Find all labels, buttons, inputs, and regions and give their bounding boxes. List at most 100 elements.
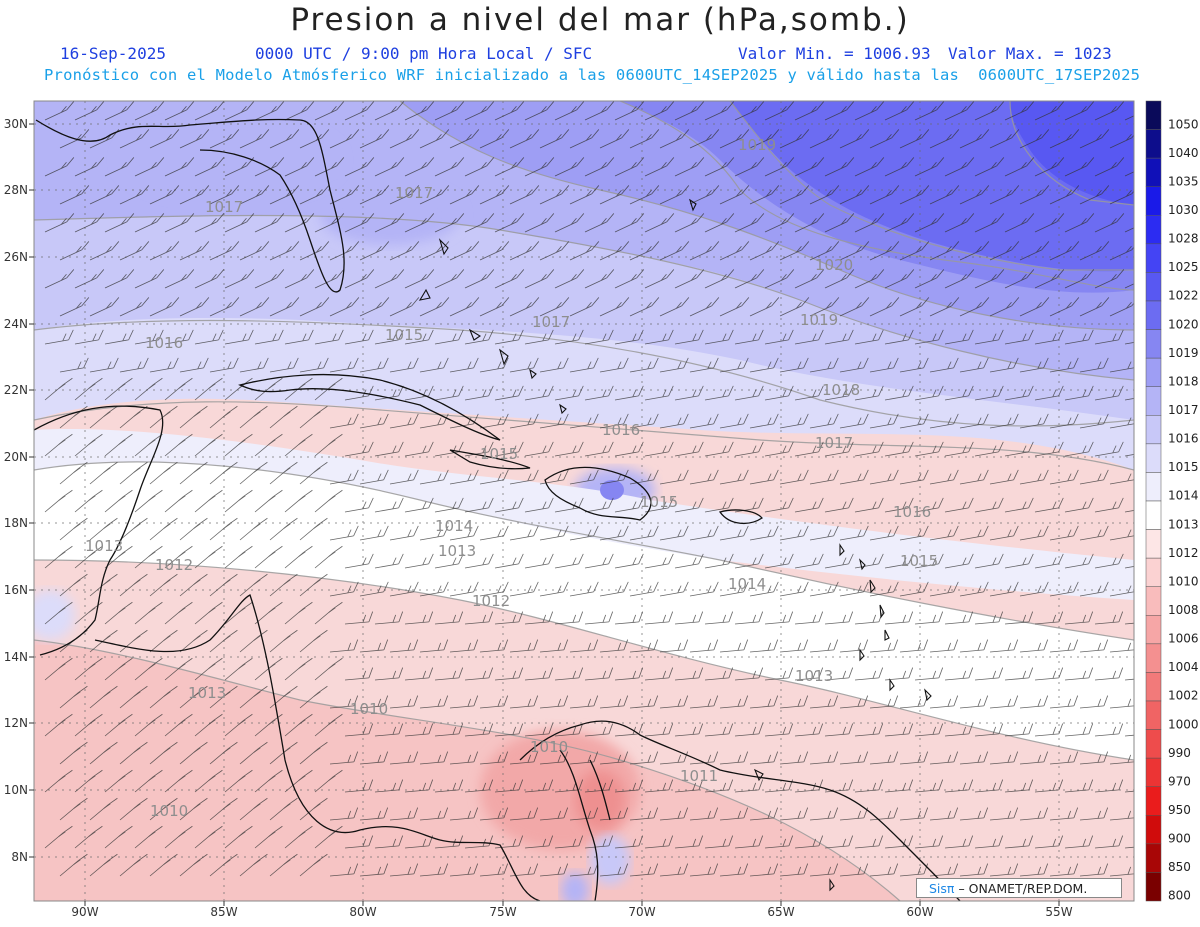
wind-barb xyxy=(689,807,719,821)
wind-barb xyxy=(419,185,450,205)
wind-barb xyxy=(179,185,210,205)
wind-barb xyxy=(449,639,479,653)
wind-barb xyxy=(509,695,539,709)
wind-barb xyxy=(134,377,163,401)
wind-barb xyxy=(239,405,268,429)
wind-barb xyxy=(44,713,73,737)
wind-barb xyxy=(344,497,374,513)
wind-barb xyxy=(1049,639,1079,653)
wind-barb xyxy=(524,667,554,681)
wind-barb xyxy=(239,129,270,149)
wind-barb xyxy=(809,297,840,317)
contour-labels: 1019 1017 1017 1020 1019 1017 1016 1015 1018 1016… xyxy=(85,136,938,820)
wind-barb xyxy=(959,695,989,709)
wind-barb xyxy=(479,863,509,877)
wind-barb xyxy=(179,797,208,821)
wind-barb xyxy=(869,863,899,877)
wind-barb xyxy=(644,723,674,737)
wind-barb xyxy=(374,553,404,569)
wind-barb xyxy=(884,723,914,737)
wind-barb xyxy=(104,657,133,681)
wind-barb xyxy=(824,723,854,737)
wind-barb xyxy=(134,157,165,177)
wind-barb xyxy=(179,573,208,597)
wind-barb xyxy=(524,101,555,121)
wind-barb xyxy=(704,497,734,513)
wind-barb xyxy=(164,433,193,457)
colorbar-label: 1004 xyxy=(1168,660,1199,674)
wind-barb xyxy=(239,685,268,709)
wind-barb xyxy=(254,657,283,681)
wind-barb xyxy=(44,769,73,793)
colorbar-swatch xyxy=(1145,757,1162,787)
wind-barb xyxy=(824,157,855,177)
wind-barb xyxy=(284,713,313,737)
wind-barb xyxy=(1079,413,1109,429)
wind-barb xyxy=(314,601,343,625)
wind-barb xyxy=(1079,185,1110,205)
wind-barb xyxy=(959,241,990,261)
wind-barb xyxy=(959,297,990,317)
wind-barb xyxy=(239,573,268,597)
wind-barb xyxy=(524,723,554,737)
wind-barb xyxy=(599,413,629,429)
wind-barb xyxy=(569,413,599,429)
wind-barb xyxy=(1034,329,1064,345)
wind-barb xyxy=(554,667,584,681)
colorbar-swatch xyxy=(1145,557,1162,587)
wind-barb xyxy=(824,611,854,625)
wind-barb xyxy=(509,525,539,541)
wind-barb xyxy=(344,611,374,625)
wind-barb xyxy=(119,685,148,709)
wind-barb xyxy=(659,807,689,821)
wind-barb xyxy=(269,461,298,485)
wind-barb xyxy=(569,129,600,149)
wind-barb xyxy=(1109,473,1134,485)
wind-barb xyxy=(584,667,614,681)
wind-barb xyxy=(719,525,749,541)
contour-label: 1013 xyxy=(795,667,833,685)
wind-barb xyxy=(194,769,223,793)
wind-barb xyxy=(989,863,1019,877)
wind-barb xyxy=(674,213,705,233)
wind-barb xyxy=(1049,241,1080,261)
wind-barb xyxy=(119,573,148,597)
wind-barb xyxy=(854,497,884,513)
wind-barb xyxy=(959,525,989,541)
wind-barb xyxy=(749,525,779,541)
wind-barb xyxy=(944,779,974,793)
wind-barb xyxy=(539,525,569,541)
wind-barb xyxy=(134,825,163,849)
wind-barb xyxy=(1079,581,1109,597)
wind-barb xyxy=(929,807,959,821)
wind-barb xyxy=(569,807,599,821)
wind-barb xyxy=(434,157,465,177)
wind-barb xyxy=(959,469,989,485)
wind-barb xyxy=(239,629,268,653)
wind-barb xyxy=(254,213,285,233)
wind-barb xyxy=(494,269,525,289)
wind-barb xyxy=(959,413,989,429)
wind-barb xyxy=(434,835,464,849)
wind-barb xyxy=(344,441,374,457)
wind-barb xyxy=(374,329,404,345)
wind-barb xyxy=(959,357,989,373)
wind-barb xyxy=(404,779,434,793)
wind-barb xyxy=(269,797,298,821)
wind-barb xyxy=(749,695,779,709)
colorbar-swatch xyxy=(1145,386,1162,416)
wind-barb xyxy=(974,723,1004,737)
wind-barb xyxy=(674,101,705,121)
wind-barb xyxy=(944,611,974,625)
wind-barb xyxy=(719,357,749,373)
wind-barb xyxy=(284,769,313,793)
wind-barb xyxy=(149,685,178,709)
colorbar-label: 1016 xyxy=(1168,432,1199,446)
wind-barb xyxy=(614,779,644,793)
wind-barb xyxy=(389,863,419,877)
wind-barb xyxy=(539,751,569,765)
wind-barb xyxy=(779,807,809,821)
wind-barb xyxy=(779,413,809,429)
wind-barb xyxy=(929,469,959,485)
wind-barb xyxy=(164,377,193,401)
